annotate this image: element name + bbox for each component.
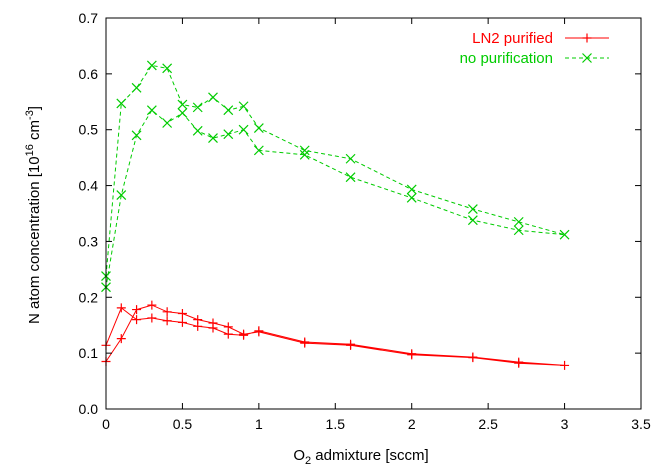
data-point-2 xyxy=(406,192,417,203)
legend-marker-1 xyxy=(582,33,592,43)
data-point-2 xyxy=(559,229,570,240)
data-point-1 xyxy=(223,329,233,339)
data-point-1 xyxy=(116,334,126,344)
x-tick-label: 1 xyxy=(255,416,263,432)
y-tick-label: 0.4 xyxy=(79,178,99,194)
data-point-2 xyxy=(299,149,310,160)
data-point-2 xyxy=(116,190,127,200)
data-point-1 xyxy=(560,360,570,370)
data-point-2 xyxy=(146,60,157,71)
data-point-1 xyxy=(407,349,417,359)
data-point-2 xyxy=(223,105,234,116)
data-point-2 xyxy=(192,102,203,113)
data-point-1 xyxy=(162,307,172,317)
y-tick-label: 0.6 xyxy=(79,66,99,82)
y-tick-label: 0.5 xyxy=(79,122,99,138)
x-tick-label: 2 xyxy=(408,416,416,432)
plot-lines xyxy=(105,64,565,366)
data-point-1 xyxy=(147,313,157,323)
legend: LN2 purified no purification xyxy=(460,30,609,67)
data-point-2 xyxy=(238,124,249,135)
data-point-2 xyxy=(177,108,188,118)
data-point-1 xyxy=(132,305,142,315)
y-tick-label: 0.1 xyxy=(79,345,99,361)
data-point-1 xyxy=(208,323,218,333)
x-tick-label: 0.5 xyxy=(173,416,193,432)
data-point-2 xyxy=(162,118,173,128)
data-point-1 xyxy=(239,330,249,340)
data-point-1 xyxy=(177,308,187,318)
data-point-1 xyxy=(254,326,264,336)
y-tick-label: 0.3 xyxy=(79,233,99,249)
x-tick-label: 3.5 xyxy=(631,416,651,432)
data-point-1 xyxy=(468,352,478,362)
y-tick-label: 0.7 xyxy=(79,10,99,26)
series-line-1 xyxy=(105,304,565,366)
x-tick-label: 3 xyxy=(561,416,569,432)
data-point-2 xyxy=(238,101,249,112)
x-tick-label: 1.5 xyxy=(326,416,346,432)
data-point-1 xyxy=(116,303,126,313)
x-tick-labels: 0 0.5 1 1.5 2 2.5 3 3.5 xyxy=(102,416,651,432)
data-point-1 xyxy=(346,339,356,349)
data-point-1 xyxy=(300,337,310,347)
legend-label-1: LN2 purified xyxy=(472,30,553,47)
data-point-2 xyxy=(345,172,356,183)
plot-markers xyxy=(101,60,570,370)
legend-label-2: no purification xyxy=(460,50,553,67)
data-point-1 xyxy=(177,317,187,327)
data-point-2 xyxy=(116,98,127,109)
data-point-2 xyxy=(192,125,203,136)
data-point-2 xyxy=(513,225,524,236)
data-point-2 xyxy=(467,215,478,226)
data-point-1 xyxy=(193,321,203,331)
data-point-2 xyxy=(208,92,218,103)
data-point-2 xyxy=(208,133,218,144)
y-axis-title: N atom concentration [1016 cm-3] xyxy=(24,106,43,324)
x-tick-label: 2.5 xyxy=(478,416,498,432)
data-point-2 xyxy=(146,105,157,116)
x-tick-label: 0 xyxy=(102,416,110,432)
data-point-2 xyxy=(177,99,188,110)
data-point-2 xyxy=(253,145,264,156)
data-point-2 xyxy=(131,130,142,141)
y-tick-labels: 0.0 0.1 0.2 0.3 0.4 0.5 0.6 0.7 xyxy=(79,10,99,417)
data-point-2 xyxy=(345,153,356,164)
data-point-2 xyxy=(467,204,478,214)
x-axis-title: O2 admixture [sccm] xyxy=(293,447,428,464)
data-point-2 xyxy=(406,184,417,195)
legend-marker-2 xyxy=(582,53,592,63)
series-line-2 xyxy=(105,64,565,288)
data-point-2 xyxy=(162,63,173,74)
data-point-1 xyxy=(162,316,172,326)
y-tick-label: 0.2 xyxy=(79,289,99,305)
plot-frame xyxy=(105,17,642,410)
data-point-1 xyxy=(514,357,524,367)
y-tick-label: 0.0 xyxy=(79,401,99,417)
axis-ticks xyxy=(105,17,642,410)
data-point-2 xyxy=(513,216,524,227)
data-point-1 xyxy=(132,315,142,325)
data-point-2 xyxy=(253,123,264,133)
data-point-2 xyxy=(223,129,234,140)
data-point-2 xyxy=(131,82,142,93)
data-point-1 xyxy=(147,300,157,310)
data-point-2 xyxy=(299,145,310,156)
